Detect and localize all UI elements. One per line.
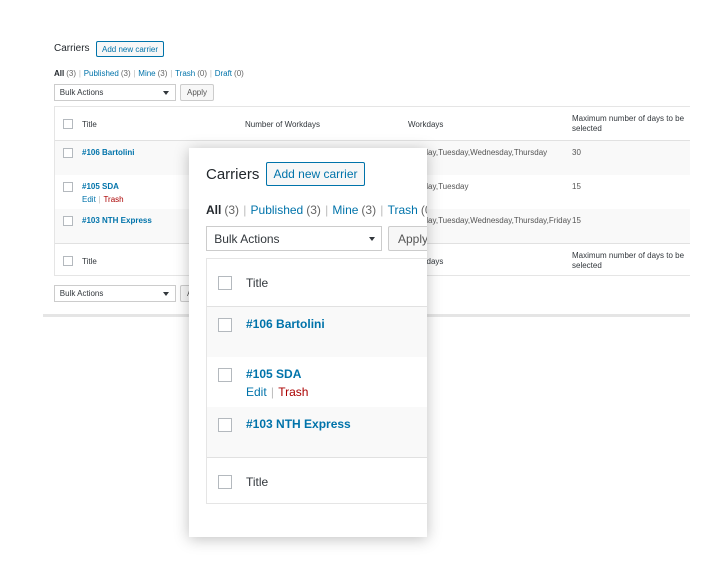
- filter-link[interactable]: Published: [83, 69, 119, 78]
- filter-links: All(3)|Published(3)|Mine(3)|Trash(0)|Dra…: [54, 69, 244, 78]
- separator: |: [325, 203, 329, 217]
- carrier-title[interactable]: #103 NTH Express: [246, 417, 351, 431]
- carrier-title[interactable]: #103 NTH Express: [82, 216, 152, 225]
- filter-link[interactable]: Trash: [387, 203, 418, 217]
- filter-count: (3): [361, 203, 377, 217]
- filter-links: All(3)|Published(3)|Mine(3)|Trash(0)|Dra…: [206, 203, 427, 217]
- checkbox[interactable]: [63, 256, 73, 266]
- checkbox[interactable]: [218, 418, 232, 432]
- max-days: 15: [572, 182, 581, 191]
- edit-link[interactable]: Edit: [82, 195, 96, 204]
- edit-link[interactable]: Edit: [246, 385, 267, 399]
- filter-count: (0): [234, 69, 244, 78]
- trash-link[interactable]: Trash: [278, 385, 309, 399]
- checkbox[interactable]: [63, 148, 73, 158]
- separator: |: [380, 203, 384, 217]
- filter-link[interactable]: All: [206, 203, 222, 217]
- filter-link[interactable]: Mine: [138, 69, 156, 78]
- separator: |: [98, 195, 101, 204]
- table-footer: Title: [207, 457, 427, 503]
- filter-count: (0): [197, 69, 208, 78]
- apply-button[interactable]: Apply: [180, 84, 214, 101]
- filter-count: (3): [306, 203, 321, 217]
- column-header: Maximum number of days to be selected: [572, 114, 685, 133]
- column-header: Title: [82, 256, 97, 266]
- checkbox[interactable]: [63, 216, 73, 226]
- separator: |: [170, 69, 173, 78]
- separator: |: [78, 69, 81, 78]
- filter-link[interactable]: All: [54, 69, 65, 78]
- row-actions: Edit | Trash: [246, 385, 308, 399]
- column-header: Maximum number of days to be selected: [572, 251, 685, 270]
- filter-link[interactable]: Published: [250, 203, 304, 217]
- workdays: Monday,Tuesday,Wednesday,Thursday,Friday: [408, 216, 572, 225]
- carrier-title[interactable]: #105 SDA: [246, 367, 302, 381]
- apply-button[interactable]: Apply: [388, 226, 427, 251]
- page-title: Carriers: [206, 166, 260, 183]
- filter-link[interactable]: Trash: [175, 69, 196, 78]
- separator: |: [270, 385, 274, 399]
- checkbox[interactable]: [218, 475, 232, 489]
- column-header: Workdays: [408, 119, 444, 129]
- checkbox[interactable]: [218, 318, 232, 332]
- table: Title #106 Bartolini #105 SDA Edit | Trash #10…: [206, 258, 427, 504]
- filter-count: (3): [66, 69, 77, 78]
- add-new-button[interactable]: Add new carrier: [266, 162, 365, 186]
- column-header: Number of Workdays: [245, 119, 320, 129]
- filter-count: (0): [420, 203, 427, 217]
- checkbox[interactable]: [63, 119, 73, 129]
- carrier-title[interactable]: #106 Bartolini: [246, 317, 325, 331]
- bulk-actions-select[interactable]: Bulk Actions: [206, 226, 382, 251]
- workdays: Monday,Tuesday,Wednesday,Thursday: [408, 148, 548, 157]
- table-header: Title Number of Workdays Workdays Maximum n…: [55, 107, 690, 141]
- separator: |: [209, 69, 212, 78]
- filter-count: (3): [157, 69, 168, 78]
- carrier-title[interactable]: #106 Bartolini: [82, 148, 135, 157]
- carrier-title[interactable]: #105 SDA: [82, 182, 119, 191]
- column-header: Title: [246, 276, 269, 290]
- bulk-actions-select[interactable]: Bulk Actions: [54, 285, 176, 302]
- workdays: Monday,Tuesday: [408, 182, 469, 191]
- filter-count: (3): [224, 203, 240, 217]
- filter-link[interactable]: Draft: [214, 69, 233, 78]
- max-days: 15: [572, 216, 581, 225]
- bulk-actions-select[interactable]: Bulk Actions: [54, 84, 176, 101]
- trash-link[interactable]: Trash: [103, 195, 124, 204]
- add-new-button[interactable]: Add new carrier: [96, 41, 164, 57]
- max-days: 30: [572, 148, 581, 157]
- table-row: #103 NTH Express: [207, 407, 427, 457]
- separator: |: [133, 69, 136, 78]
- table-row: #106 Bartolini: [207, 307, 427, 357]
- checkbox[interactable]: [63, 182, 73, 192]
- filter-link[interactable]: Mine: [332, 203, 359, 217]
- column-header: Title: [246, 475, 269, 489]
- zoom-panel: Carriers Add new carrier All (3) | Published(…: [189, 148, 427, 537]
- checkbox[interactable]: [218, 276, 232, 290]
- checkbox[interactable]: [218, 368, 232, 382]
- table-row: #105 SDA Edit | Trash: [207, 357, 427, 407]
- page-title: Carriers: [54, 43, 90, 54]
- filter-count: (3): [120, 69, 131, 78]
- table-header: Title: [207, 259, 427, 307]
- row-actions: Edit | Trash: [82, 195, 124, 204]
- column-header: Title: [82, 119, 97, 129]
- separator: |: [243, 203, 247, 217]
